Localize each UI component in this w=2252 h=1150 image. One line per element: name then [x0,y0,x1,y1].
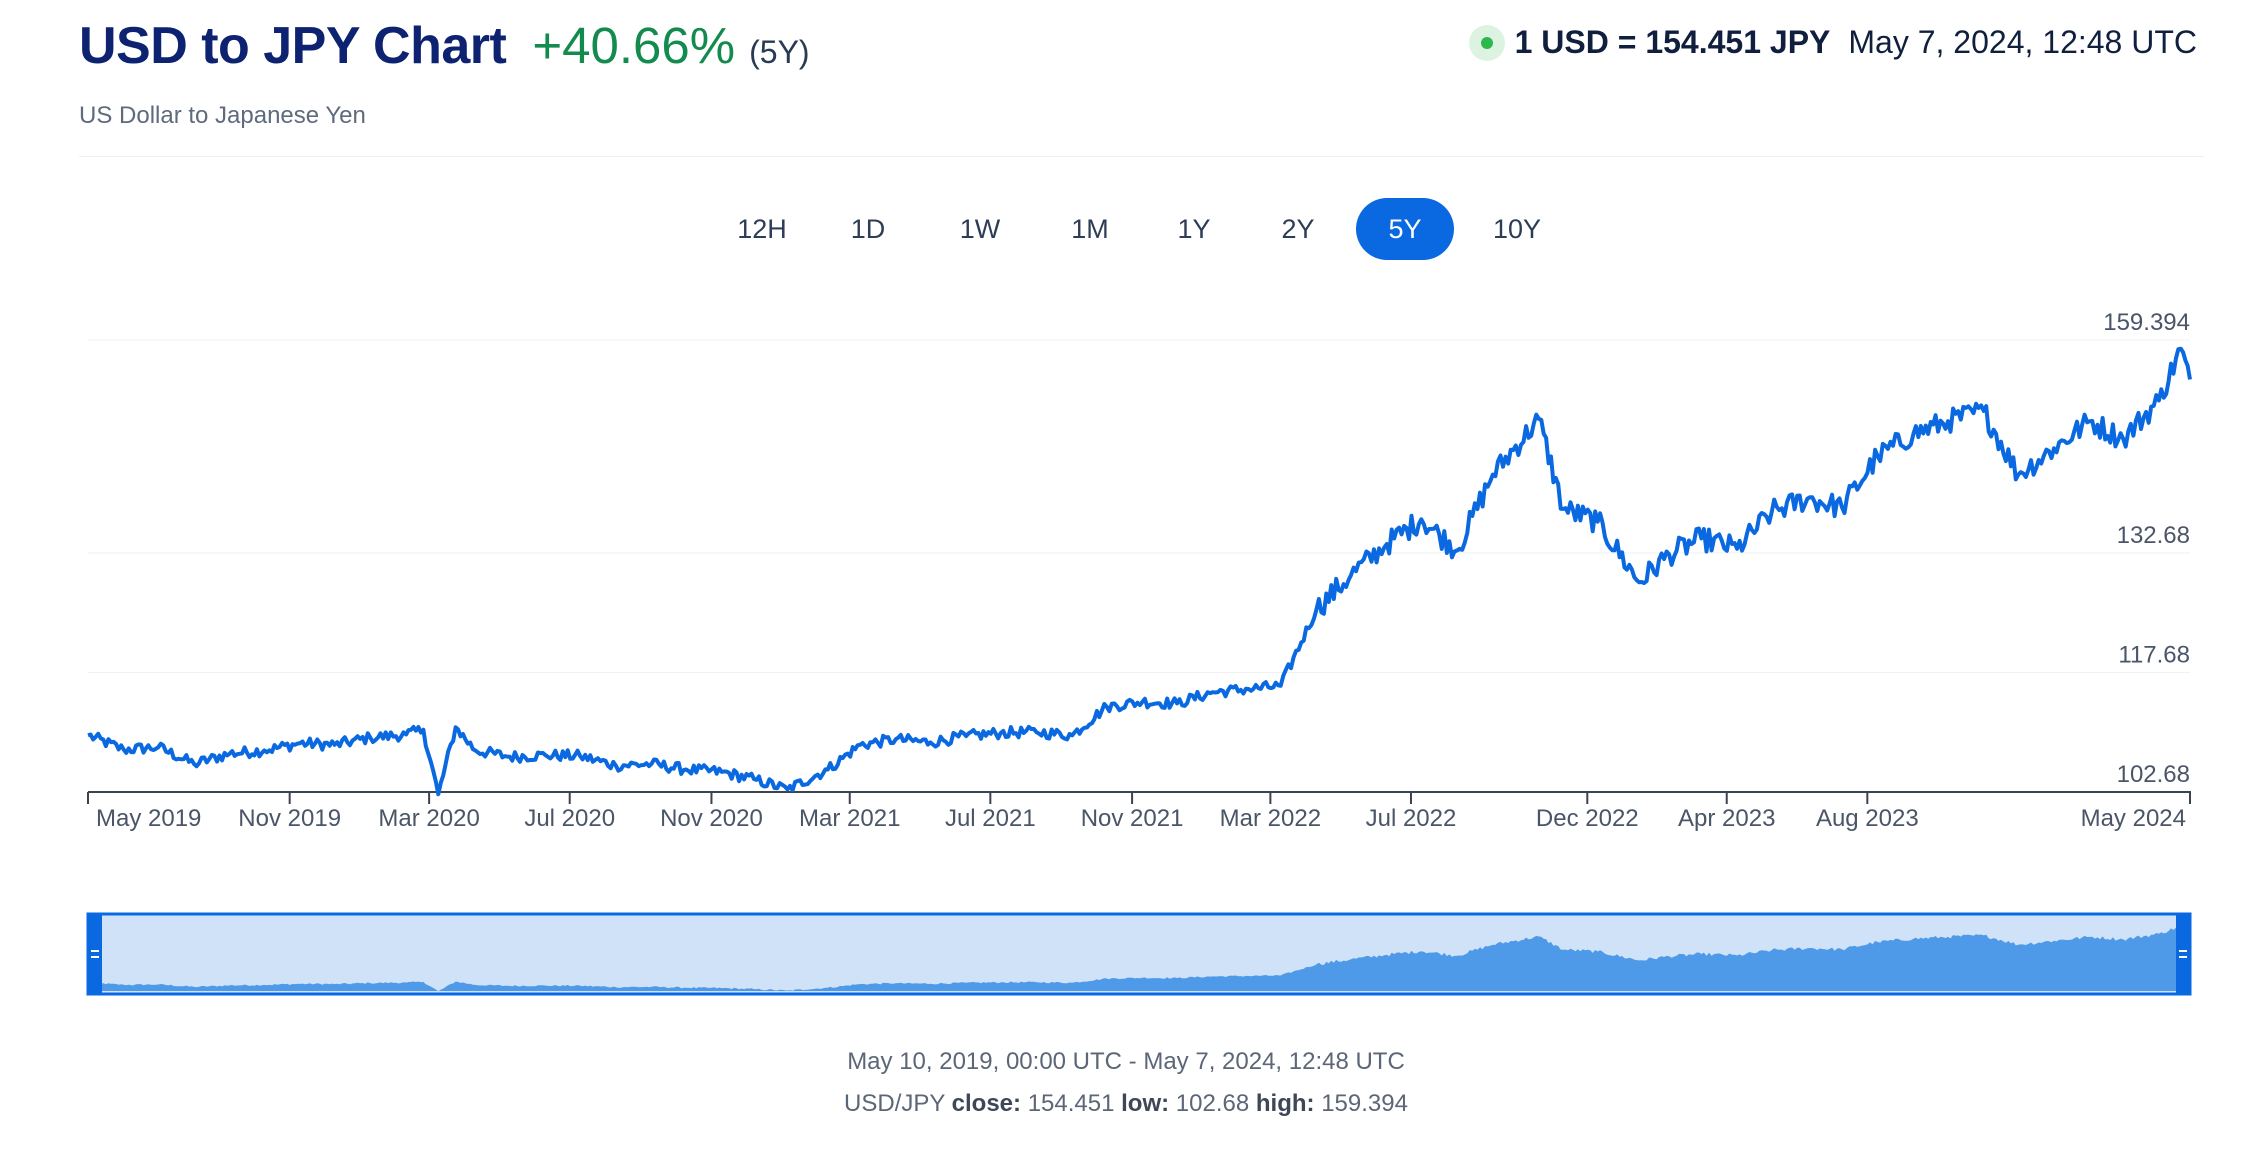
x-tick-label: Nov 2020 [660,805,763,832]
time-range-selector: 12H 1D 1W 1M 1Y 2Y 5Y 10Y [0,198,2252,260]
x-tick-label: Apr 2023 [1678,805,1775,832]
title-row: USD to JPY Chart +40.66% (5Y) [79,16,810,76]
selection-range: May 10, 2019, 00:00 UTC - May 7, 2024, 1… [847,1048,1405,1075]
y-tick-label: 159.394 [2103,309,2190,336]
x-tick-label: Mar 2021 [799,805,900,832]
x-tick-label: Mar 2022 [1220,805,1321,832]
page-title: USD to JPY Chart [79,17,507,75]
navigator-right-handle[interactable] [2176,914,2190,994]
navigator-area [88,926,2190,992]
live-rate: 1 USD = 154.451 JPY May 7, 2024, 12:48 U… [1468,24,2197,61]
x-tick-label: Jul 2020 [524,805,615,832]
pair-label: USD/JPY [844,1090,945,1117]
y-tick-label: 117.68 [2118,641,2190,668]
rate-timestamp: May 7, 2024, 12:48 UTC [1848,24,2197,60]
range-button-1m[interactable]: 1M [1071,214,1109,244]
x-tick-label: Jul 2022 [1366,805,1457,832]
x-tick-label: Aug 2023 [1816,805,1919,832]
x-tick-label: May 2024 [2081,805,2186,832]
chart-series [87,346,2192,797]
low-label: low: [1121,1090,1170,1117]
pair-subtitle: US Dollar to Japanese Yen [79,102,366,129]
selection-stats: USD/JPY close: 154.451 low: 102.68 high:… [0,1090,2252,1118]
high-value: 159.394 [1321,1090,1408,1117]
high-label: high: [1255,1090,1315,1117]
x-tick-label: Jul 2021 [945,805,1036,832]
range-button-2y[interactable]: 2Y [1281,214,1315,244]
change-period: (5Y) [749,34,810,70]
range-button-1d[interactable]: 1D [850,214,886,244]
y-tick-label: 102.68 [2117,761,2190,788]
navigator-left-handle[interactable] [88,914,102,994]
y-axis: 102.68 117.68 132.68 159.394 [2103,309,2190,788]
range-button-1w[interactable]: 1W [959,214,1001,244]
range-button-1y[interactable]: 1Y [1177,214,1211,244]
usd-jpy-line [87,346,2192,797]
chart-grid [88,339,2190,673]
y-tick-label: 132.68 [2117,522,2190,549]
range-navigator[interactable] [86,912,2192,996]
x-tick-label: Mar 2020 [378,805,479,832]
range-button-12h[interactable]: 12H [737,214,787,244]
range-button-5y[interactable]: 5Y [1356,198,1454,260]
percent-change: +40.66% [532,17,736,74]
x-tick-label: May 2019 [96,805,201,832]
range-button-10y[interactable]: 10Y [1492,214,1542,244]
close-value: 154.451 [1027,1090,1115,1117]
x-tick-label: Nov 2021 [1081,805,1184,832]
current-rate: 1 USD = 154.451 JPY [1514,24,1831,60]
low-value: 102.68 [1175,1090,1250,1117]
x-axis: May 2019 Nov 2019 Mar 2020 Jul 2020 Nov 2020… [87,791,2191,832]
x-tick-label: Nov 2019 [238,805,341,832]
close-label: close: [951,1090,1022,1117]
x-tick-label: Dec 2022 [1536,805,1639,832]
live-status-icon [1468,24,1505,61]
header-divider [79,156,2204,157]
